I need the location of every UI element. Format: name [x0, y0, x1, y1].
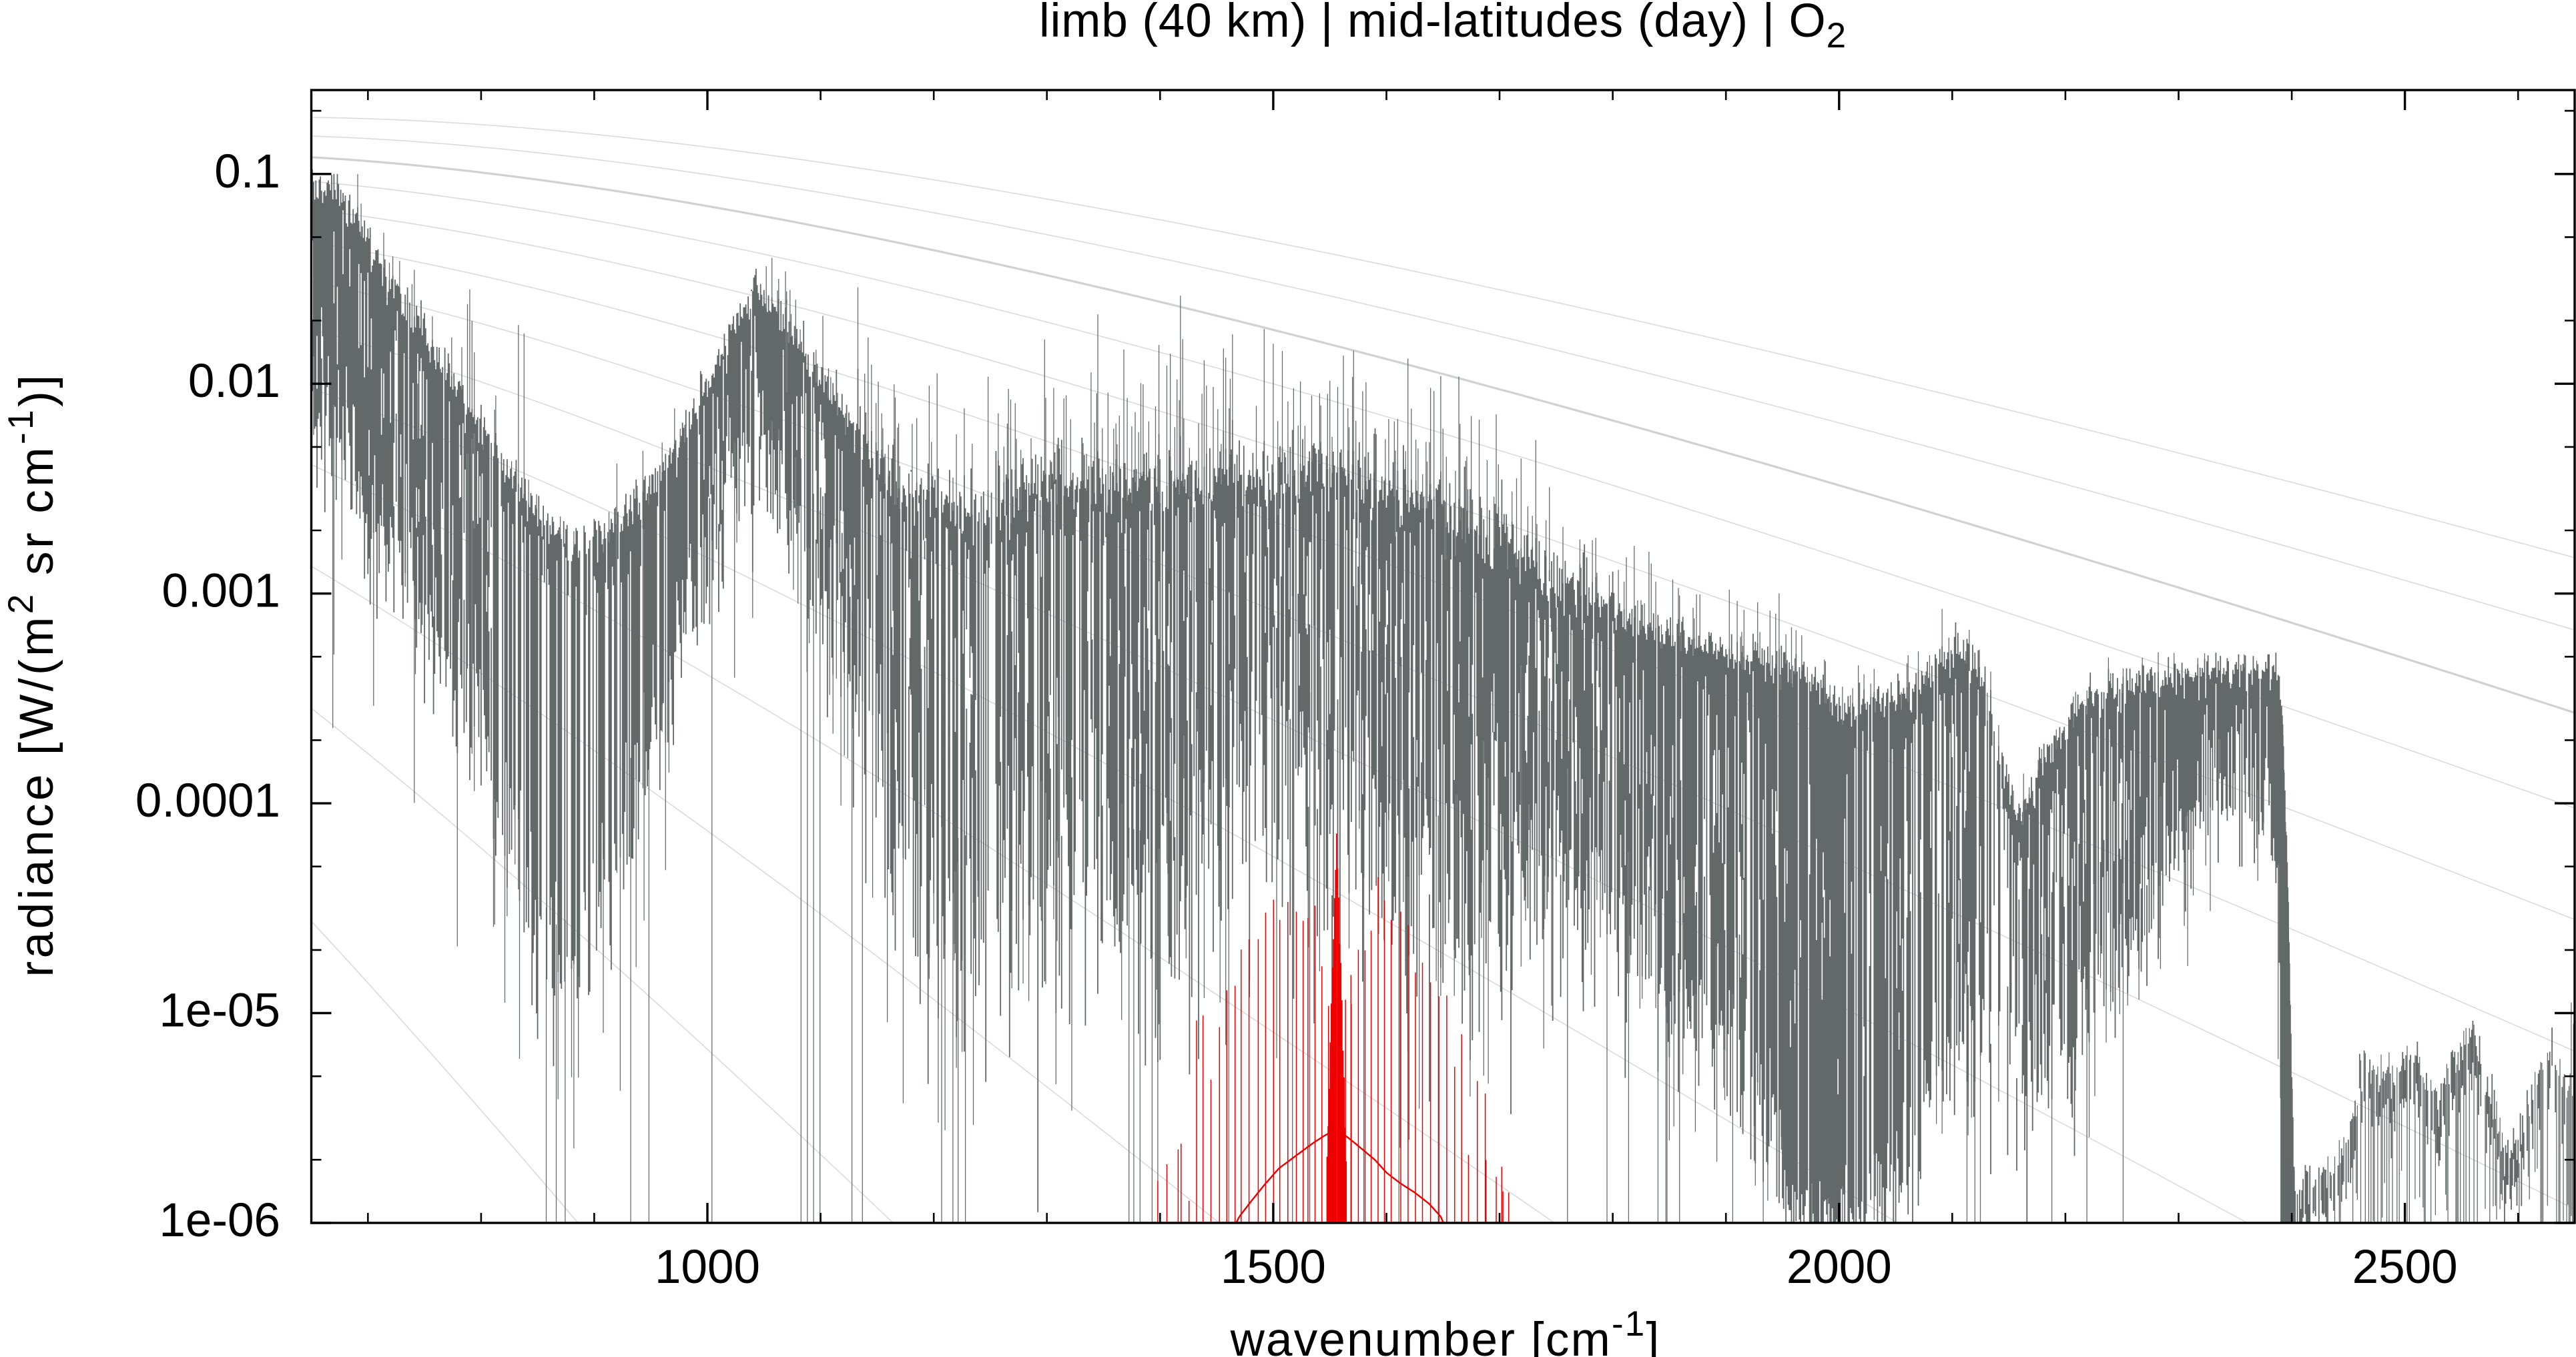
- svg-text:limb (40 km) | mid-latitudes (: limb (40 km) | mid-latitudes (day) | O2: [1039, 0, 1847, 55]
- svg-text:2000: 2000: [1787, 1241, 1892, 1294]
- svg-text:1500: 1500: [1221, 1241, 1326, 1294]
- svg-text:1e-05: 1e-05: [159, 985, 280, 1037]
- svg-text:1e-06: 1e-06: [159, 1194, 280, 1247]
- svg-text:0.0001: 0.0001: [135, 775, 280, 827]
- svg-text:0.001: 0.001: [162, 565, 280, 618]
- svg-text:wavenumber [cm-1]: wavenumber [cm-1]: [1230, 1304, 1661, 1357]
- svg-text:1000: 1000: [655, 1241, 760, 1294]
- svg-text:radiance [W/(m2 sr cm-1)]: radiance [W/(m2 sr cm-1)]: [1, 372, 63, 977]
- svg-text:0.01: 0.01: [188, 355, 280, 408]
- svg-text:0.1: 0.1: [214, 145, 280, 198]
- svg-text:2500: 2500: [2352, 1241, 2458, 1294]
